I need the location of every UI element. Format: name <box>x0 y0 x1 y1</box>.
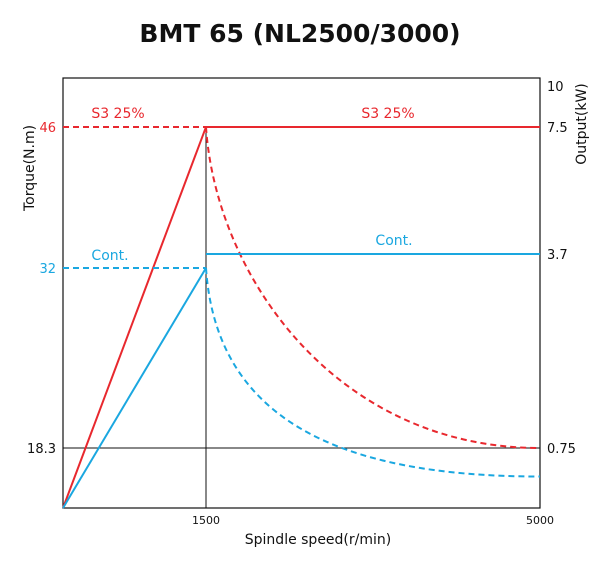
plot-area-frame <box>62 77 541 509</box>
right-tick-label-10: 10 <box>547 80 564 95</box>
s3-25--torque-line-solid-0 <box>62 126 207 509</box>
s3-25--torque-line-dashed-2 <box>205 126 541 449</box>
right-tick-label-7-5: 7.5 <box>547 121 568 136</box>
cont--torque-line-dashed-2 <box>205 267 541 478</box>
left-tick-label-32: 32 <box>39 262 56 277</box>
x-axis-title: Spindle speed(r/min) <box>245 532 391 548</box>
x-tick-label-1500: 1500 <box>192 514 220 527</box>
left-tick-label-46: 46 <box>39 121 56 136</box>
series-label-s3-25--left: S3 25% <box>91 106 144 122</box>
left-tick-label-18-3: 18.3 <box>27 442 56 457</box>
y-axis-left-title: Torque(N.m) <box>22 125 38 212</box>
series-label-cont--right: Cont. <box>375 233 412 249</box>
series-label-s3-25--right: S3 25% <box>361 106 414 122</box>
right-tick-label-0-75: 0.75 <box>547 442 576 457</box>
right-tick-label-3-7: 3.7 <box>547 248 568 263</box>
y-axis-right-title: Output(kW) <box>574 83 590 165</box>
label-layer: S3 25% S3 25% Cont. Cont. 46 32 18.3 10 7.5 3.7 0.… <box>27 80 576 527</box>
series-label-cont--left: Cont. <box>91 248 128 264</box>
x-tick-label-5000: 5000 <box>526 514 554 527</box>
cont--torque-line-solid-0 <box>62 267 207 509</box>
chart-title: BMT 65 (NL2500/3000) <box>139 19 460 48</box>
series-layer <box>62 126 541 509</box>
